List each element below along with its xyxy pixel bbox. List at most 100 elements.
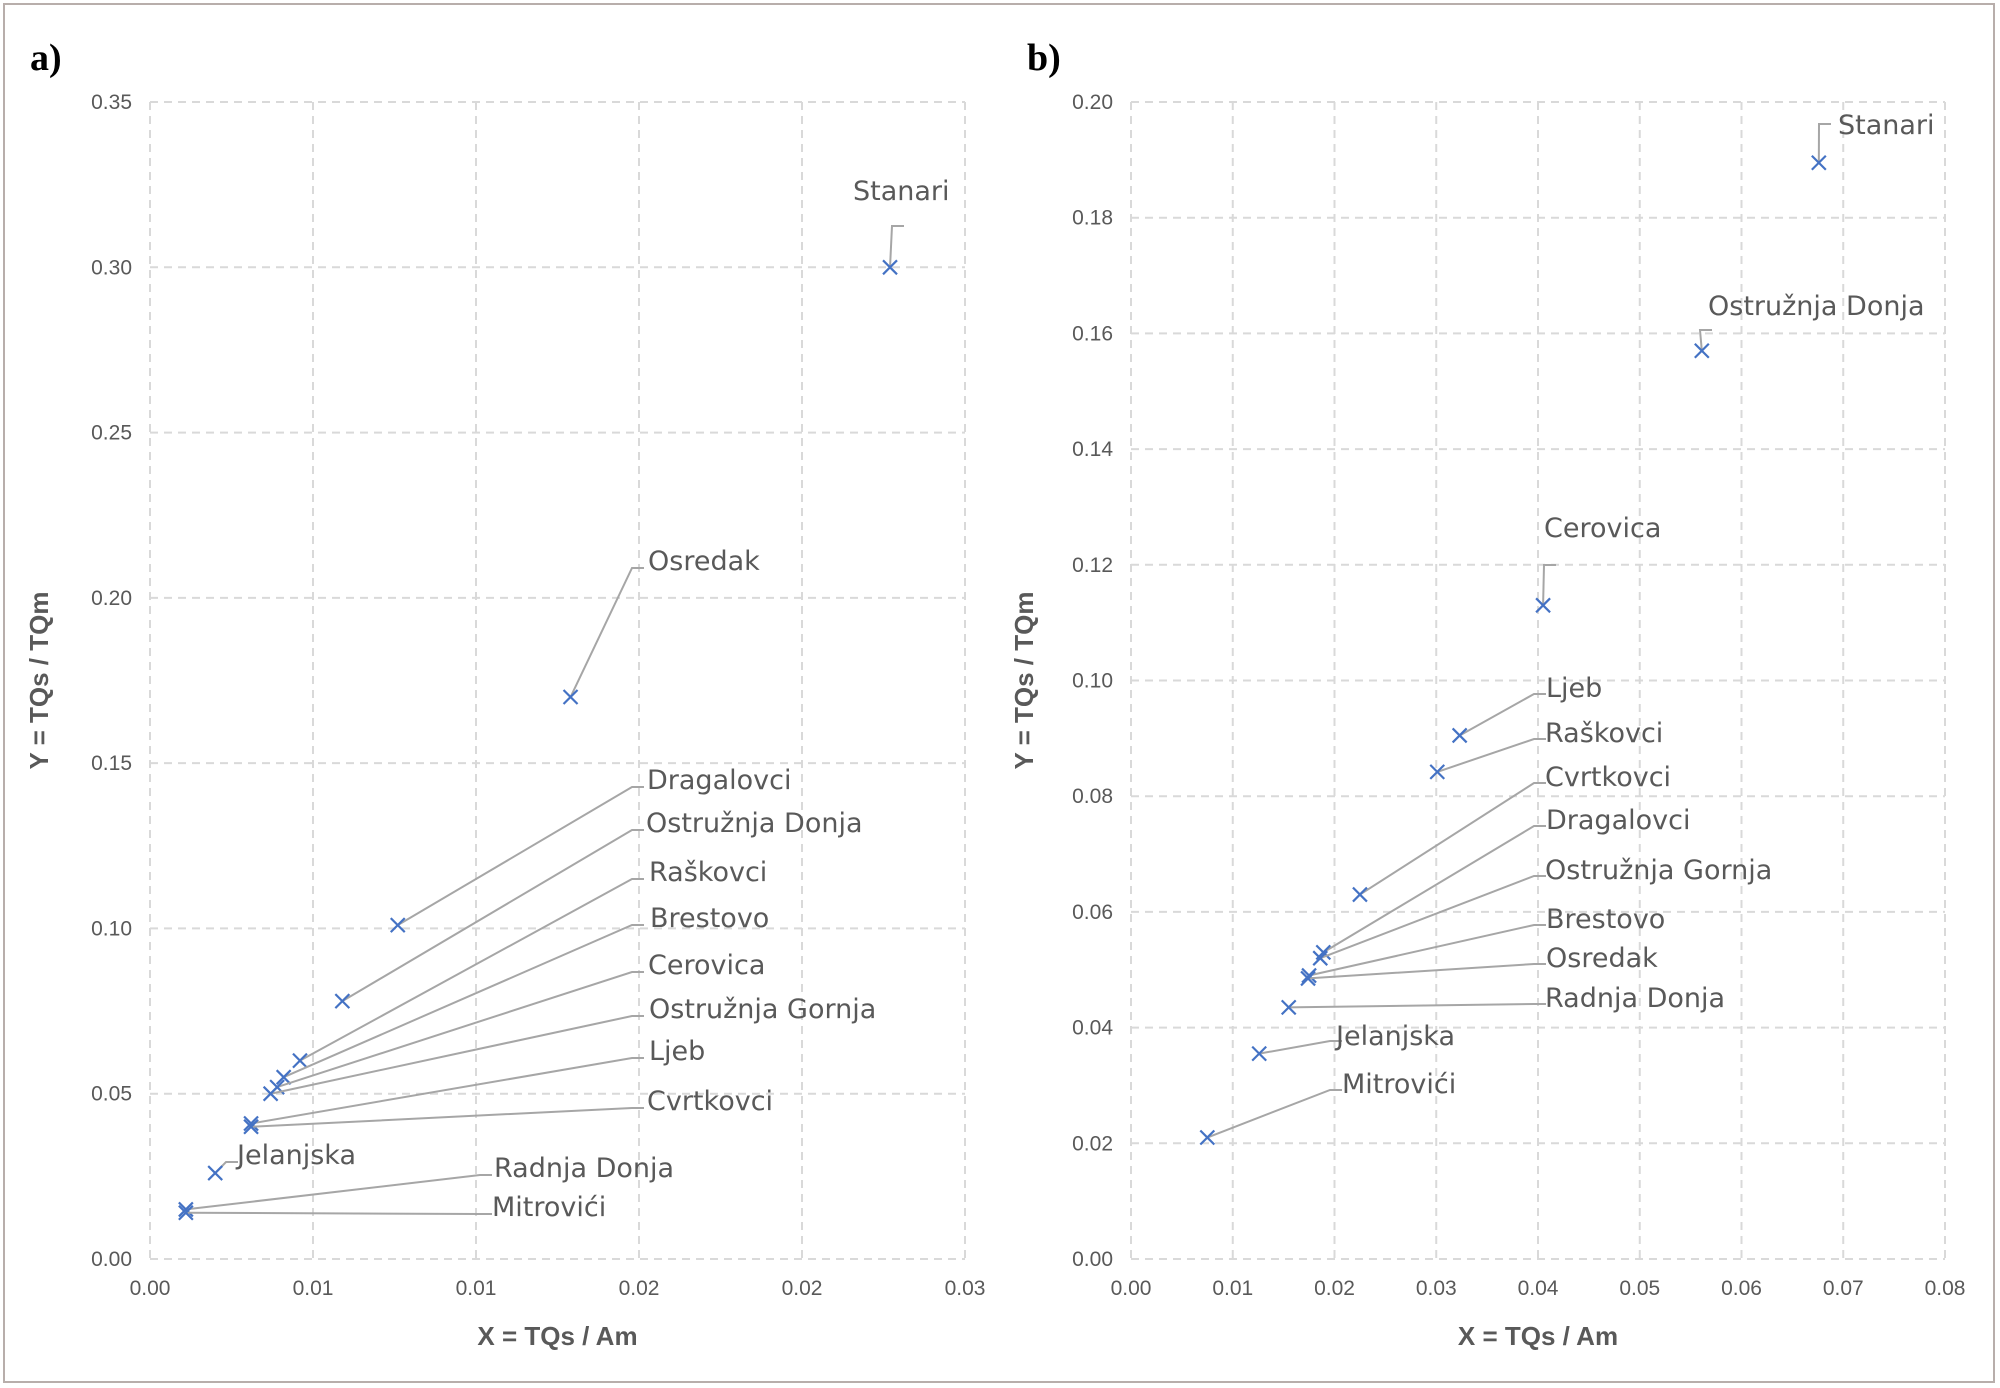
data-point-marker <box>1280 999 1297 1016</box>
leader-line <box>1542 564 1556 606</box>
y-tick-label: 0.15 <box>91 752 132 775</box>
data-point-marker <box>1811 154 1827 171</box>
y-tick-label: 0.25 <box>91 422 132 445</box>
marker-stroke <box>882 259 898 276</box>
leader-line <box>1308 924 1546 977</box>
y-axis-title: Y = TQs / TQm <box>1009 592 1039 770</box>
data-point-label: Ljeb <box>649 1036 705 1067</box>
data-point-marker <box>1199 1129 1216 1146</box>
y-tick-label: 0.00 <box>91 1248 132 1271</box>
data-point-marker <box>334 993 351 1009</box>
data-point-label: Cerovica <box>648 950 765 981</box>
y-tick-label: 0.10 <box>91 917 132 940</box>
x-axis-title: X = TQs / Am <box>1458 1321 1618 1351</box>
data-point-label: Radnja Donja <box>1545 983 1725 1014</box>
data-point-marker <box>178 1201 194 1218</box>
marker-stroke <box>1280 999 1297 1016</box>
leader-line <box>185 1211 492 1215</box>
leader-line <box>889 225 904 268</box>
x-tick-label: 0.01 <box>456 1277 497 1300</box>
y-tick-label: 0.30 <box>91 256 132 279</box>
leader-line <box>397 786 644 926</box>
y-tick-label: 0.20 <box>1072 91 1113 114</box>
data-point-marker <box>1251 1045 1267 1062</box>
data-point-marker <box>1429 764 1446 780</box>
leader-line <box>1698 329 1712 351</box>
data-point-label: Mitrovići <box>492 1192 606 1223</box>
data-point-label: Raškovci <box>1545 718 1663 749</box>
data-point-label: Jelanjska <box>235 1140 356 1171</box>
leader-line <box>1436 738 1546 773</box>
data-point-label: Cvrtkovci <box>647 1086 773 1117</box>
x-tick-label: 0.02 <box>782 1277 823 1300</box>
x-tick-label: 0.04 <box>1518 1277 1559 1300</box>
x-tick-label: 0.01 <box>293 1277 334 1300</box>
data-point-label: Stanari <box>853 176 950 207</box>
marker-stroke <box>389 917 406 933</box>
leader-line <box>185 1174 492 1211</box>
leader-line <box>1307 963 1546 980</box>
data-point-label: Cvrtkovci <box>1545 762 1671 793</box>
leader-line <box>1459 693 1546 737</box>
y-tick-label: 0.10 <box>1072 670 1113 693</box>
marker-stroke <box>1312 950 1329 966</box>
data-point-label: Dragalovci <box>1546 805 1690 836</box>
leader-line <box>214 1161 238 1174</box>
x-tick-label: 0.02 <box>619 1277 660 1300</box>
y-tick-label: 0.12 <box>1072 554 1113 577</box>
x-tick-label: 0.07 <box>1823 1277 1864 1300</box>
leader-line <box>1288 1003 1546 1009</box>
data-point-label: Raškovci <box>649 857 767 888</box>
x-tick-label: 0.00 <box>130 1277 171 1300</box>
data-point-marker <box>882 259 898 276</box>
x-tick-label: 0.02 <box>1314 1277 1355 1300</box>
leader-line <box>1359 782 1546 896</box>
data-point-marker <box>389 917 406 933</box>
y-tick-label: 0.08 <box>1072 785 1113 808</box>
data-point-marker <box>1300 970 1316 987</box>
data-point-label: Brestovo <box>1546 904 1665 935</box>
marker-stroke <box>334 993 351 1009</box>
data-point-marker <box>243 1118 259 1135</box>
data-point-label: Osredak <box>648 546 760 577</box>
marker-stroke <box>1429 764 1446 780</box>
leader-line <box>1319 875 1546 960</box>
marker-stroke <box>1199 1129 1216 1146</box>
data-point-marker <box>1451 727 1468 744</box>
x-tick-label: 0.05 <box>1619 1277 1660 1300</box>
chart-panel-a: 0.00 0.01 0.01 0.02 0.02 0.03 0.00 0.05 0.10 0.15… <box>24 91 985 1351</box>
marker-stroke <box>178 1204 194 1221</box>
chart-panel-b: 0.00 0.01 0.02 0.03 0.04 0.05 0.06 0.07 0.08 0.00… <box>1009 91 1965 1351</box>
marker-stroke <box>1300 970 1316 987</box>
y-tick-label: 0.18 <box>1072 207 1113 230</box>
data-point-marker <box>1301 967 1317 984</box>
y-tick-label: 0.20 <box>91 587 132 610</box>
y-tick-label: 0.06 <box>1072 901 1113 924</box>
marker-stroke <box>243 1118 259 1135</box>
data-point-label: Mitrovići <box>1342 1069 1456 1100</box>
marker-stroke <box>1535 597 1551 614</box>
data-point-marker <box>1312 950 1329 966</box>
data-point-label: Dragalovci <box>647 765 791 796</box>
data-point-label: Ostružnja Gornja <box>1545 855 1772 886</box>
leader-line <box>1817 123 1831 163</box>
marker-stroke <box>1694 342 1710 359</box>
y-tick-label: 0.16 <box>1072 322 1113 345</box>
data-point-marker <box>1694 342 1710 359</box>
marker-stroke <box>292 1052 308 1069</box>
data-point-label: Ljeb <box>1546 673 1602 704</box>
data-point-marker <box>292 1052 308 1069</box>
leader-line <box>251 1107 644 1128</box>
data-point-marker <box>243 1115 259 1132</box>
x-tick-label: 0.03 <box>1416 1277 1457 1300</box>
x-tick-label: 0.08 <box>1925 1277 1966 1300</box>
x-axis-title: X = TQs / Am <box>477 1321 637 1351</box>
data-point-marker <box>178 1204 194 1221</box>
marker-stroke <box>178 1201 194 1218</box>
leader-line <box>1322 825 1546 954</box>
y-tick-label: 0.05 <box>91 1083 132 1106</box>
data-point-label: Stanari <box>1838 110 1935 141</box>
panel-label-b: b) <box>1027 37 1061 79</box>
data-point-marker <box>562 689 579 705</box>
